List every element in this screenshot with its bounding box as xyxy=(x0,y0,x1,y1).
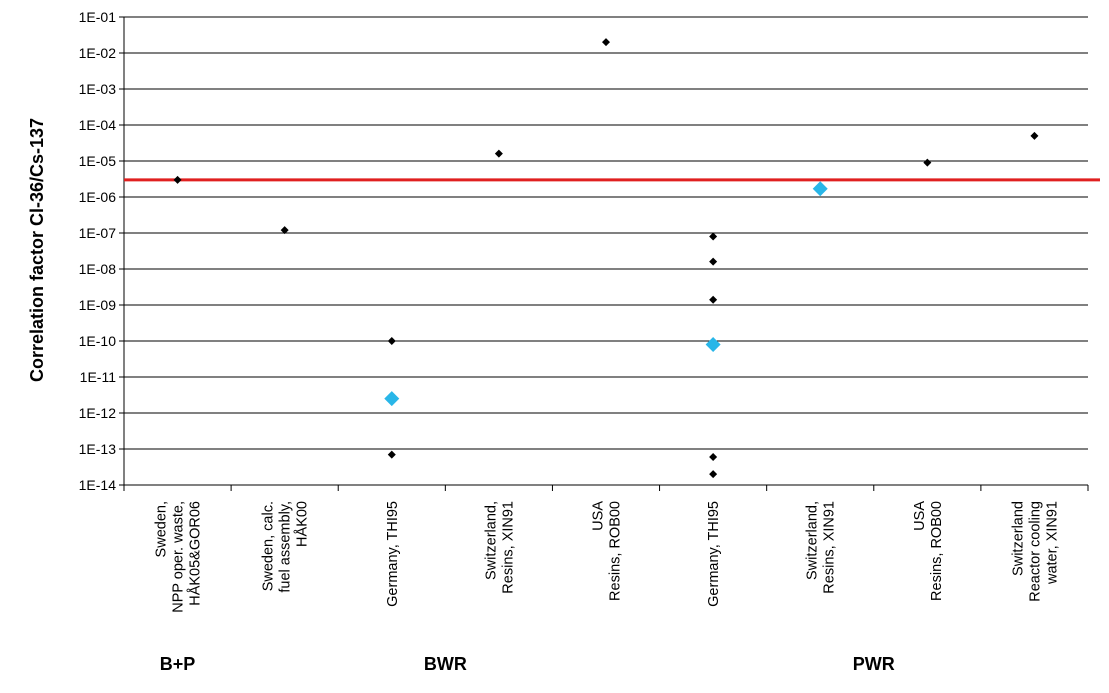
category-label-line: Switzerland, xyxy=(805,501,821,580)
category-label-line: USA xyxy=(912,501,928,531)
category-label-line: Germany, THI95 xyxy=(706,501,722,607)
category-label-line: Resins, XIN91 xyxy=(500,501,516,594)
data-point xyxy=(1030,131,1039,140)
data-point xyxy=(709,470,718,479)
y-tick-label: 1E-04 xyxy=(79,117,117,133)
highlight-data-point xyxy=(705,336,721,352)
y-tick-label: 1E-05 xyxy=(79,153,117,169)
group-label: B+P xyxy=(160,654,196,674)
y-tick-label: 1E-08 xyxy=(79,261,117,277)
category-label-line: water, XIN91 xyxy=(1044,501,1060,585)
category-label: Sweden,NPP oper. waste,HÅK05&GOR06 xyxy=(154,501,204,613)
category-label: Germany, THI95 xyxy=(706,501,722,607)
highlight-data-point xyxy=(812,181,828,197)
group-label: PWR xyxy=(853,654,895,674)
data-point xyxy=(709,232,718,241)
data-point xyxy=(387,450,396,459)
data-point xyxy=(602,38,610,47)
y-tick-label: 1E-01 xyxy=(79,9,117,25)
y-tick-label: 1E-13 xyxy=(79,441,117,457)
y-tick-label: 1E-07 xyxy=(79,225,117,241)
data-point xyxy=(923,158,932,167)
category-label: SwitzerlandReactor coolingwater, XIN91 xyxy=(1010,501,1060,602)
data-point xyxy=(494,149,503,158)
y-tick-labels: 1E-01 1E-02 1E-03 1E-04 1E-05 1E-06 1E-07 1E-08… xyxy=(79,9,117,493)
category-label: USAResins, ROB00 xyxy=(912,501,945,601)
data-point xyxy=(709,257,718,266)
y-tick-label: 1E-11 xyxy=(80,369,117,385)
category-label-line: fuel assembly, xyxy=(278,501,294,593)
group-label: BWR xyxy=(424,654,467,674)
data-point xyxy=(387,337,396,345)
category-label-line: Resins, XIN91 xyxy=(822,501,838,594)
category-label-line: NPP oper. waste, xyxy=(171,501,187,613)
category-label-line: Sweden, xyxy=(154,501,170,557)
data-points xyxy=(173,38,1039,479)
category-label-line: Resins, ROB00 xyxy=(608,501,624,601)
data-point xyxy=(709,452,718,461)
category-label-line: Sweden, calc. xyxy=(261,501,277,591)
data-point xyxy=(173,175,182,184)
group-labels: B+P BWR PWR xyxy=(160,654,895,674)
category-label-line: Switzerland xyxy=(1010,501,1026,576)
y-tick-label: 1E-14 xyxy=(79,477,117,493)
category-label: Sweden, calc.fuel assembly,HÅK00 xyxy=(261,501,311,593)
category-label-line: Reactor cooling xyxy=(1027,501,1043,602)
y-tick-label: 1E-09 xyxy=(79,297,117,313)
y-tick-label: 1E-02 xyxy=(79,45,117,61)
y-tick-label: 1E-12 xyxy=(79,405,117,421)
category-label: Switzerland,Resins, XIN91 xyxy=(805,501,838,594)
category-label-line: Switzerland, xyxy=(483,501,499,580)
data-point xyxy=(709,295,718,304)
data-point xyxy=(280,226,289,235)
category-label: Germany, THI95 xyxy=(385,501,401,607)
category-label-line: Resins, ROB00 xyxy=(929,501,945,601)
y-tick-label: 1E-10 xyxy=(79,333,117,349)
category-label: Switzerland,Resins, XIN91 xyxy=(483,501,516,594)
y-tick-label: 1E-06 xyxy=(79,189,117,205)
y-axis-label: Correlation factor Cl-36/Cs-137 xyxy=(27,118,47,382)
category-label-line: USA xyxy=(591,501,607,531)
category-label-line: Germany, THI95 xyxy=(385,501,401,607)
gridlines xyxy=(124,16,1088,486)
category-label-line: HÅK05&GOR06 xyxy=(187,501,204,606)
highlight-data-point xyxy=(384,391,400,407)
y-tick-label: 1E-03 xyxy=(79,81,117,97)
axes xyxy=(119,16,1089,491)
category-label: USAResins, ROB00 xyxy=(591,501,624,601)
category-labels: Sweden,NPP oper. waste,HÅK05&GOR06 Sweden… xyxy=(154,501,1061,613)
category-label-line: HÅK00 xyxy=(294,501,311,547)
